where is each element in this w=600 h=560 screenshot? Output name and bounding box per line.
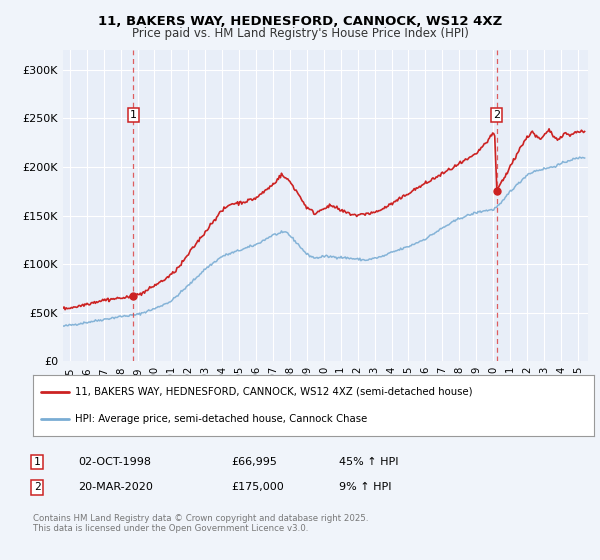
Text: 9% ↑ HPI: 9% ↑ HPI	[339, 482, 391, 492]
Text: 45% ↑ HPI: 45% ↑ HPI	[339, 457, 398, 467]
Text: 1: 1	[34, 457, 41, 467]
Text: 1: 1	[130, 110, 137, 119]
Text: £175,000: £175,000	[231, 482, 284, 492]
Text: 20-MAR-2020: 20-MAR-2020	[78, 482, 153, 492]
Text: 11, BAKERS WAY, HEDNESFORD, CANNOCK, WS12 4XZ: 11, BAKERS WAY, HEDNESFORD, CANNOCK, WS1…	[98, 15, 502, 27]
Text: 11, BAKERS WAY, HEDNESFORD, CANNOCK, WS12 4XZ (semi-detached house): 11, BAKERS WAY, HEDNESFORD, CANNOCK, WS1…	[75, 386, 473, 396]
Text: Contains HM Land Registry data © Crown copyright and database right 2025.
This d: Contains HM Land Registry data © Crown c…	[33, 514, 368, 534]
Text: HPI: Average price, semi-detached house, Cannock Chase: HPI: Average price, semi-detached house,…	[75, 414, 367, 424]
Text: 02-OCT-1998: 02-OCT-1998	[78, 457, 151, 467]
Text: Price paid vs. HM Land Registry's House Price Index (HPI): Price paid vs. HM Land Registry's House …	[131, 27, 469, 40]
Text: £66,995: £66,995	[231, 457, 277, 467]
Text: 2: 2	[493, 110, 500, 119]
Text: 2: 2	[34, 482, 41, 492]
